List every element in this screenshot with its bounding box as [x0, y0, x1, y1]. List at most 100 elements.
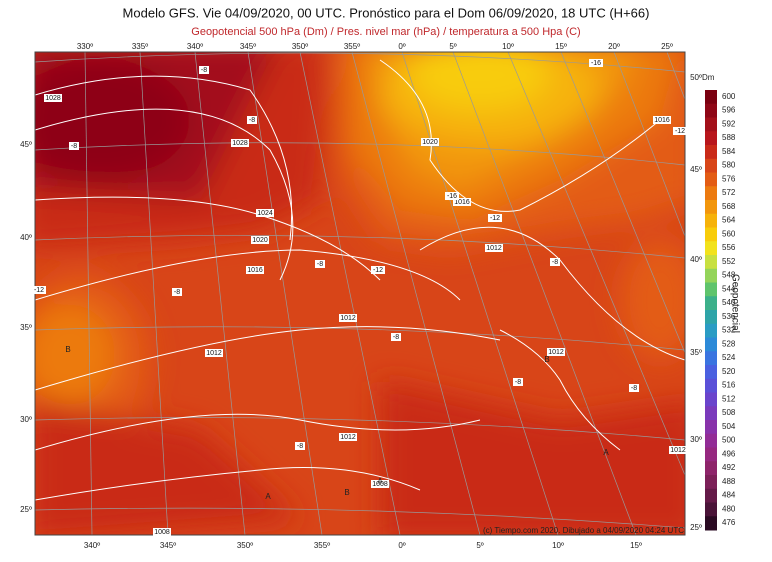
colorbar-swatch: [705, 103, 717, 118]
isobar-label-box: [251, 236, 269, 244]
lon-label: 350º: [292, 42, 308, 51]
isobar-label-box: [485, 244, 503, 252]
isobar-label-box: [44, 94, 62, 102]
colorbar-swatch: [705, 241, 717, 256]
colorbar-label: 564: [722, 216, 736, 225]
isobar-label-box: [421, 138, 439, 146]
temp-label-box: [69, 142, 79, 150]
lon-label: 0º: [398, 42, 405, 51]
colorbar-swatch: [705, 145, 717, 160]
isobar-label: 1012: [340, 434, 356, 441]
temp-label: -8: [297, 443, 303, 450]
lat-label: 25º: [20, 505, 32, 514]
lon-label: 5º: [476, 541, 483, 550]
lon-label: 0º: [398, 541, 405, 550]
temp-label: -12: [373, 267, 383, 274]
temp-label-box: [199, 66, 209, 74]
colorbar-swatch: [705, 488, 717, 503]
temp-label: -8: [393, 334, 399, 341]
colorbar-label: 544: [722, 284, 736, 293]
lat-label: 45º: [20, 140, 32, 149]
isobar-label: 1012: [486, 245, 502, 252]
colorbar-swatch: [705, 337, 717, 352]
temp-label-box: [247, 116, 257, 124]
isobar-label-box: [205, 349, 223, 357]
colorbar-swatch: [705, 158, 717, 173]
colorbar-label: 492: [722, 463, 736, 472]
colorbar-label: 536: [722, 312, 736, 321]
colorbar-swatch: [705, 406, 717, 421]
temp-label: -12: [34, 287, 44, 294]
lat-label: 35º: [690, 348, 702, 357]
pressure-center: B: [544, 355, 549, 364]
lon-label: 355º: [344, 42, 360, 51]
temp-label: -8: [174, 289, 180, 296]
colorbar-label: 480: [722, 504, 736, 513]
isobar-label-box: [339, 433, 357, 441]
colorbar-label: 484: [722, 491, 736, 500]
colorbar-label: 512: [722, 394, 736, 403]
temp-label: -8: [201, 67, 207, 74]
temp-label: -8: [249, 117, 255, 124]
isobar-label: 1016: [654, 117, 670, 124]
colorbar-swatch: [705, 365, 717, 380]
colorbar-swatch: [705, 392, 717, 407]
temp-label: -16: [447, 193, 457, 200]
subtitle: Geopotencial 500 hPa (Dm) / Pres. nivel …: [191, 26, 580, 38]
isobar-label-box: [231, 139, 249, 147]
lon-label: 5º: [449, 42, 456, 51]
lon-label: 340º: [84, 541, 100, 550]
colorbar-label: 532: [722, 326, 736, 335]
lat-label: 45º: [690, 165, 702, 174]
credit: (c) Tiempo.com 2020. Dibujado a 04/09/20…: [483, 526, 684, 535]
temp-label: -16: [591, 60, 601, 67]
colorbar-swatch: [705, 131, 717, 146]
temp-label: -12: [490, 215, 500, 222]
colorbar-swatch: [705, 172, 717, 187]
graticule: [35, 52, 685, 535]
lon-label: 10º: [552, 541, 564, 550]
lat-label: 30º: [690, 435, 702, 444]
lon-label: 10º: [502, 42, 514, 51]
colorbar-label: 548: [722, 271, 736, 280]
isobar-label: 1012: [206, 350, 222, 357]
colorbar-swatch: [705, 475, 717, 490]
colorbar-swatch: [705, 461, 717, 476]
colorbar-label: 516: [722, 381, 736, 390]
colorbar-swatch: [705, 351, 717, 366]
isobar-label: 1008: [372, 481, 388, 488]
lon-label: 25º: [661, 42, 673, 51]
isobar-label: 1016: [454, 199, 470, 206]
temp-label-box: [513, 378, 523, 386]
colorbar-label: 488: [722, 477, 736, 486]
map-field: [35, 52, 685, 535]
colorbar-label: 528: [722, 339, 736, 348]
colorbar-swatch: [705, 296, 717, 311]
lat-label: 30º: [20, 415, 32, 424]
temp-label: -8: [552, 259, 558, 266]
temp-label: -8: [317, 261, 323, 268]
colorbar-label: 556: [722, 243, 736, 252]
pressure-center: A: [603, 448, 609, 457]
lon-label: 330º: [77, 42, 93, 51]
temp-label-box: [315, 260, 325, 268]
colorbar-swatch: [705, 200, 717, 215]
isobar-label-box: [256, 209, 274, 217]
colorbar-label: 500: [722, 436, 736, 445]
colorbar-label: 588: [722, 133, 736, 142]
isobar-label-box: [153, 528, 171, 536]
title: Modelo GFS. Vie 04/09/2020, 00 UTC. Pron…: [123, 5, 650, 20]
lon-label: 350º: [237, 541, 253, 550]
temp-label-box: [32, 286, 46, 294]
lon-label: 345º: [160, 541, 176, 550]
colorbar-label: 576: [722, 174, 736, 183]
temp-label-box: [589, 59, 603, 67]
isobar-label-box: [653, 116, 671, 124]
colorbar-label: 596: [722, 106, 736, 115]
isolines: [35, 59, 685, 501]
colorbar-label: 600: [722, 92, 736, 101]
isobar-label: 1020: [252, 237, 268, 244]
isobar-label-box: [453, 198, 471, 206]
pressure-center: B: [344, 488, 349, 497]
lat-label: 50º: [690, 73, 702, 82]
